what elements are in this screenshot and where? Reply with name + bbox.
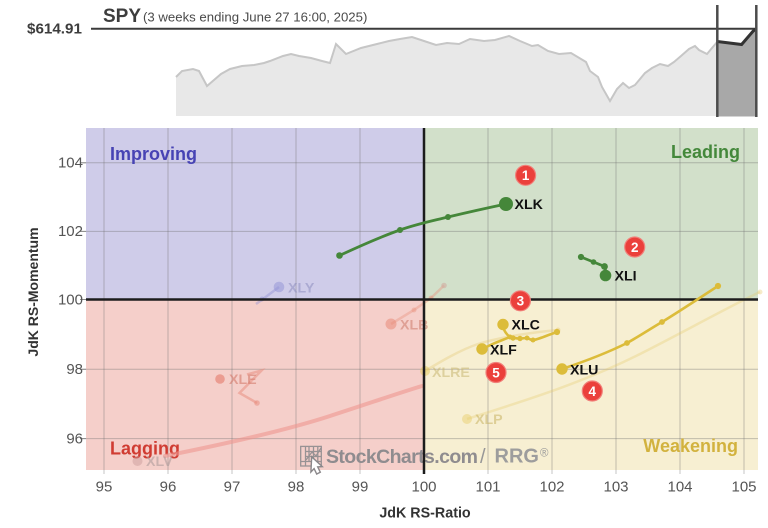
svg-text:95: 95 bbox=[96, 479, 113, 496]
svg-text:5: 5 bbox=[492, 365, 500, 380]
svg-text:3: 3 bbox=[517, 294, 525, 309]
svg-text:SPY: SPY bbox=[103, 6, 141, 27]
svg-text:(3 weeks ending June 27 16:00,: (3 weeks ending June 27 16:00, 2025) bbox=[143, 9, 367, 24]
svg-text:XLRE: XLRE bbox=[432, 365, 470, 381]
svg-text:104: 104 bbox=[58, 155, 83, 172]
svg-text:103: 103 bbox=[603, 479, 628, 496]
svg-text:98: 98 bbox=[288, 479, 305, 496]
svg-text:102: 102 bbox=[539, 479, 564, 496]
svg-text:XLU: XLU bbox=[570, 363, 598, 379]
svg-text:100: 100 bbox=[58, 292, 83, 309]
svg-text:Improving: Improving bbox=[110, 144, 197, 164]
svg-text:101: 101 bbox=[475, 479, 500, 496]
svg-text:100: 100 bbox=[411, 479, 436, 496]
svg-text:96: 96 bbox=[160, 479, 177, 496]
svg-text:XLY: XLY bbox=[288, 281, 315, 297]
svg-text:XLC: XLC bbox=[512, 318, 540, 334]
svg-text:Leading: Leading bbox=[671, 142, 740, 162]
svg-text:®: ® bbox=[540, 448, 549, 460]
svg-text:XLE: XLE bbox=[229, 372, 257, 388]
svg-text:105: 105 bbox=[731, 479, 756, 496]
svg-text:1: 1 bbox=[522, 168, 530, 183]
svg-text:XLB: XLB bbox=[400, 318, 428, 334]
svg-text:Weakening: Weakening bbox=[643, 436, 738, 456]
svg-text:102: 102 bbox=[58, 223, 83, 240]
svg-text:98: 98 bbox=[66, 361, 83, 378]
svg-text:StockCharts.com: StockCharts.com bbox=[326, 446, 478, 468]
svg-text:XLF: XLF bbox=[490, 343, 517, 359]
svg-text:$614.91: $614.91 bbox=[27, 21, 82, 38]
svg-text:JdK RS-Momentum: JdK RS-Momentum bbox=[25, 227, 41, 356]
svg-text:4: 4 bbox=[589, 384, 597, 399]
svg-text:97: 97 bbox=[224, 479, 241, 496]
svg-text:Lagging: Lagging bbox=[110, 439, 180, 459]
svg-text:/: / bbox=[480, 446, 486, 468]
svg-text:XLP: XLP bbox=[475, 412, 503, 428]
svg-text:XLV: XLV bbox=[146, 454, 173, 470]
svg-text:99: 99 bbox=[352, 479, 369, 496]
svg-text:2: 2 bbox=[631, 240, 639, 255]
svg-text:104: 104 bbox=[667, 479, 692, 496]
svg-text:XLI: XLI bbox=[615, 269, 637, 285]
svg-text:JdK RS-Ratio: JdK RS-Ratio bbox=[379, 506, 471, 522]
svg-text:XLK: XLK bbox=[515, 197, 544, 213]
svg-text:RRG: RRG bbox=[495, 446, 539, 468]
svg-text:96: 96 bbox=[66, 430, 83, 447]
